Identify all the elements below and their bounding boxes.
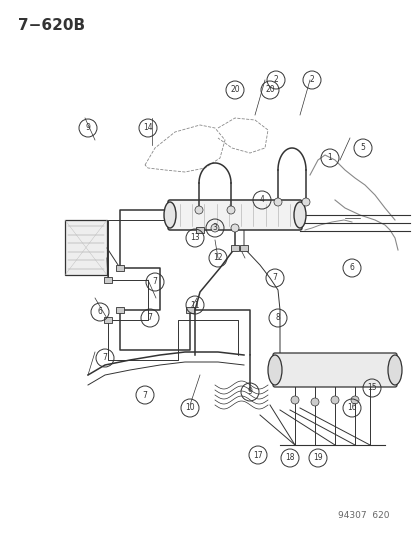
Circle shape (301, 198, 309, 206)
Text: 20: 20 (230, 85, 239, 94)
Bar (116, 265, 124, 271)
Circle shape (310, 398, 318, 406)
Ellipse shape (293, 202, 305, 228)
Bar (195, 227, 204, 233)
Circle shape (350, 396, 358, 404)
Text: 7: 7 (152, 278, 157, 287)
Ellipse shape (267, 355, 281, 385)
FancyBboxPatch shape (168, 200, 301, 230)
Circle shape (230, 224, 238, 232)
Text: 18: 18 (285, 454, 294, 463)
Text: 6: 6 (349, 263, 354, 272)
Text: 13: 13 (190, 233, 199, 243)
Ellipse shape (164, 202, 176, 228)
Text: 2: 2 (273, 76, 278, 85)
Text: 5: 5 (360, 143, 365, 152)
Bar (230, 245, 238, 251)
Text: 8: 8 (275, 313, 280, 322)
Text: 7: 7 (142, 391, 147, 400)
Text: 20: 20 (265, 85, 274, 94)
Text: 94307  620: 94307 620 (338, 511, 389, 520)
Text: 16: 16 (347, 403, 356, 413)
Circle shape (211, 224, 218, 232)
Text: 7−620B: 7−620B (18, 18, 85, 33)
Text: 1: 1 (327, 154, 332, 163)
Circle shape (330, 396, 338, 404)
Bar (185, 307, 194, 313)
Bar (104, 317, 112, 323)
Text: 2: 2 (309, 76, 313, 85)
Text: 9: 9 (247, 387, 252, 397)
Circle shape (290, 396, 298, 404)
Bar (65, 220, 107, 275)
Text: 9: 9 (85, 124, 90, 133)
Text: 17: 17 (253, 450, 262, 459)
Ellipse shape (387, 355, 401, 385)
Bar (116, 307, 124, 313)
Text: 7: 7 (272, 273, 277, 282)
Text: 11: 11 (190, 301, 199, 310)
Text: 3: 3 (212, 223, 217, 232)
Circle shape (195, 206, 202, 214)
Circle shape (273, 198, 281, 206)
Text: 7: 7 (102, 353, 107, 362)
Bar (104, 277, 112, 283)
FancyBboxPatch shape (272, 353, 396, 387)
Circle shape (226, 206, 235, 214)
Text: 4: 4 (259, 196, 264, 205)
Bar (240, 245, 247, 251)
Text: 7: 7 (147, 313, 152, 322)
Text: 12: 12 (213, 254, 222, 262)
Text: 6: 6 (97, 308, 102, 317)
Text: 14: 14 (143, 124, 152, 133)
Text: 15: 15 (366, 384, 376, 392)
Text: 19: 19 (312, 454, 322, 463)
Text: 10: 10 (185, 403, 195, 413)
